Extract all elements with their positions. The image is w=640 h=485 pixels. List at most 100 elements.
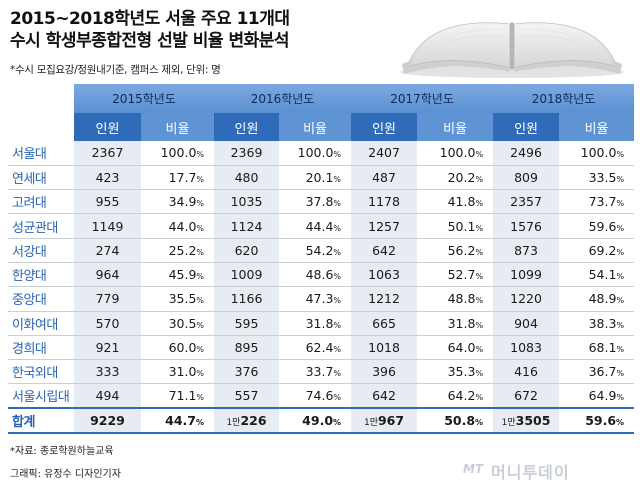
- graphic-credit: 그래픽: 유정수 디자인기자: [10, 469, 121, 480]
- ratio-value: 100.0: [160, 145, 197, 161]
- ratio-cell: 45.9%: [141, 262, 215, 288]
- total-count-man: 1만: [501, 417, 516, 428]
- total-count-cell: 9229: [74, 407, 141, 434]
- count-cell: 423: [74, 165, 141, 191]
- count-cell: 333: [74, 359, 141, 385]
- percent-sign: %: [196, 247, 205, 257]
- percent-sign: %: [196, 393, 205, 403]
- university-name: 연세대: [8, 165, 74, 191]
- ratio-value: 20.2: [447, 169, 476, 185]
- count-cell: 487: [351, 165, 418, 191]
- total-count-man: 1만: [363, 417, 378, 428]
- percent-sign: %: [333, 393, 342, 403]
- count-cell: 964: [74, 262, 141, 288]
- ratio-cell: 17.7%: [141, 165, 215, 191]
- total-ratio-cell: 59.6%: [559, 407, 635, 434]
- table-row: 한양대 964 45.9% 1009 48.6% 1063 52.7% 1099 54.1%: [8, 262, 635, 288]
- total-ratio-value: 59.6: [585, 412, 617, 428]
- ratio-cell: 100.0%: [559, 141, 635, 166]
- total-label: 합계: [8, 407, 74, 434]
- ratio-cell: 73.7%: [559, 189, 635, 215]
- university-name: 고려대: [8, 189, 74, 215]
- ratio-cell: 41.8%: [417, 189, 494, 215]
- count-cell: 2369: [214, 141, 280, 166]
- table-body: 서울대 2367 100.0% 2369 100.0% 2407 100.0% 2496 100…: [8, 141, 635, 434]
- total-row: 합계 9229 44.7% 1만226 49.0% 1만967 50.8% 1만3505 59.…: [8, 407, 635, 434]
- ratio-cell: 31.0%: [141, 359, 215, 385]
- ratio-value: 44.0: [168, 218, 197, 234]
- percent-sign: %: [333, 369, 342, 379]
- percent-sign: %: [333, 247, 342, 257]
- percent-sign: %: [196, 345, 205, 355]
- table-row: 경희대 921 60.0% 895 62.4% 1018 64.0% 1083 68.1%: [8, 335, 635, 361]
- count-cell: 1124: [214, 213, 280, 239]
- ratio-value: 20.1: [305, 169, 334, 185]
- ratio-value: 36.7: [588, 364, 617, 380]
- count-cell: 1018: [351, 335, 418, 361]
- ratio-value: 62.4: [305, 340, 334, 356]
- corner-cell-2: [8, 113, 74, 141]
- university-name: 서울시립대: [8, 383, 74, 409]
- university-name: 서강대: [8, 238, 74, 263]
- percent-sign: %: [616, 199, 625, 209]
- count-cell: 642: [351, 383, 418, 409]
- percent-sign: %: [475, 199, 484, 209]
- table-note: *수시 모집요강/정원내기준, 캠퍼스 제외, 단위: 명: [10, 64, 221, 76]
- ratio-cell: 30.5%: [141, 311, 215, 336]
- university-name: 서울대: [8, 141, 74, 166]
- count-cell: 1149: [74, 213, 141, 239]
- logo-mt: MT: [463, 462, 484, 476]
- count-cell: 595: [214, 311, 280, 336]
- ratio-cell: 71.1%: [141, 383, 215, 409]
- table-row: 중앙대 779 35.5% 1166 47.3% 1212 48.8% 1220 48.9%: [8, 286, 635, 312]
- ratio-cell: 68.1%: [559, 335, 635, 361]
- percent-sign: %: [475, 345, 484, 355]
- percent-sign: %: [475, 417, 484, 427]
- ratio-value: 37.8: [305, 194, 334, 210]
- percent-sign: %: [196, 223, 205, 233]
- ratio-value: 35.3: [447, 364, 476, 380]
- count-cell: 2496: [493, 141, 560, 166]
- count-cell: 2407: [351, 141, 418, 166]
- ratio-value: 47.3: [305, 291, 334, 307]
- ratio-value: 74.6: [305, 388, 334, 404]
- year-header-2018: 2018학년도: [493, 84, 635, 113]
- ratio-value: 38.3: [588, 315, 617, 331]
- percent-sign: %: [196, 320, 205, 330]
- percent-sign: %: [475, 296, 484, 306]
- total-ratio-cell: 50.8%: [417, 407, 494, 434]
- count-cell: 904: [493, 311, 560, 336]
- ratio-cell: 20.2%: [417, 165, 494, 191]
- ratio-value: 69.2: [588, 242, 617, 258]
- percent-sign: %: [333, 199, 342, 209]
- col-count: 인원: [214, 113, 280, 141]
- university-name: 한국외대: [8, 359, 74, 385]
- ratio-value: 64.0: [447, 340, 476, 356]
- percent-sign: %: [475, 247, 484, 257]
- ratio-value: 31.8: [447, 315, 476, 331]
- ratio-value: 31.8: [305, 315, 334, 331]
- count-cell: 494: [74, 383, 141, 409]
- percent-sign: %: [616, 417, 625, 427]
- percent-sign: %: [616, 369, 625, 379]
- table-row: 서울시립대 494 71.1% 557 74.6% 642 64.2% 672 64.9%: [8, 383, 635, 409]
- ratio-value: 100.0: [439, 145, 476, 161]
- count-cell: 921: [74, 335, 141, 361]
- ratio-cell: 74.6%: [279, 383, 352, 409]
- university-name: 이화여대: [8, 311, 74, 336]
- ratio-cell: 69.2%: [559, 238, 635, 263]
- count-cell: 2357: [493, 189, 560, 215]
- ratio-cell: 33.7%: [279, 359, 352, 385]
- count-cell: 1178: [351, 189, 418, 215]
- percent-sign: %: [333, 345, 342, 355]
- ratio-value: 34.9: [168, 194, 197, 210]
- count-cell: 2367: [74, 141, 141, 166]
- admission-ratio-table: 2015학년도 2016학년도 2017학년도 2018학년도 인원 비율 인원…: [8, 84, 635, 434]
- ratio-cell: 54.2%: [279, 238, 352, 263]
- ratio-value: 54.2: [305, 242, 334, 258]
- table-row: 한국외대 333 31.0% 376 33.7% 396 35.3% 416 36.7%: [8, 359, 635, 385]
- count-cell: 376: [214, 359, 280, 385]
- ratio-value: 30.5: [168, 315, 197, 331]
- total-count-rest: 226: [240, 412, 267, 428]
- percent-sign: %: [196, 417, 205, 427]
